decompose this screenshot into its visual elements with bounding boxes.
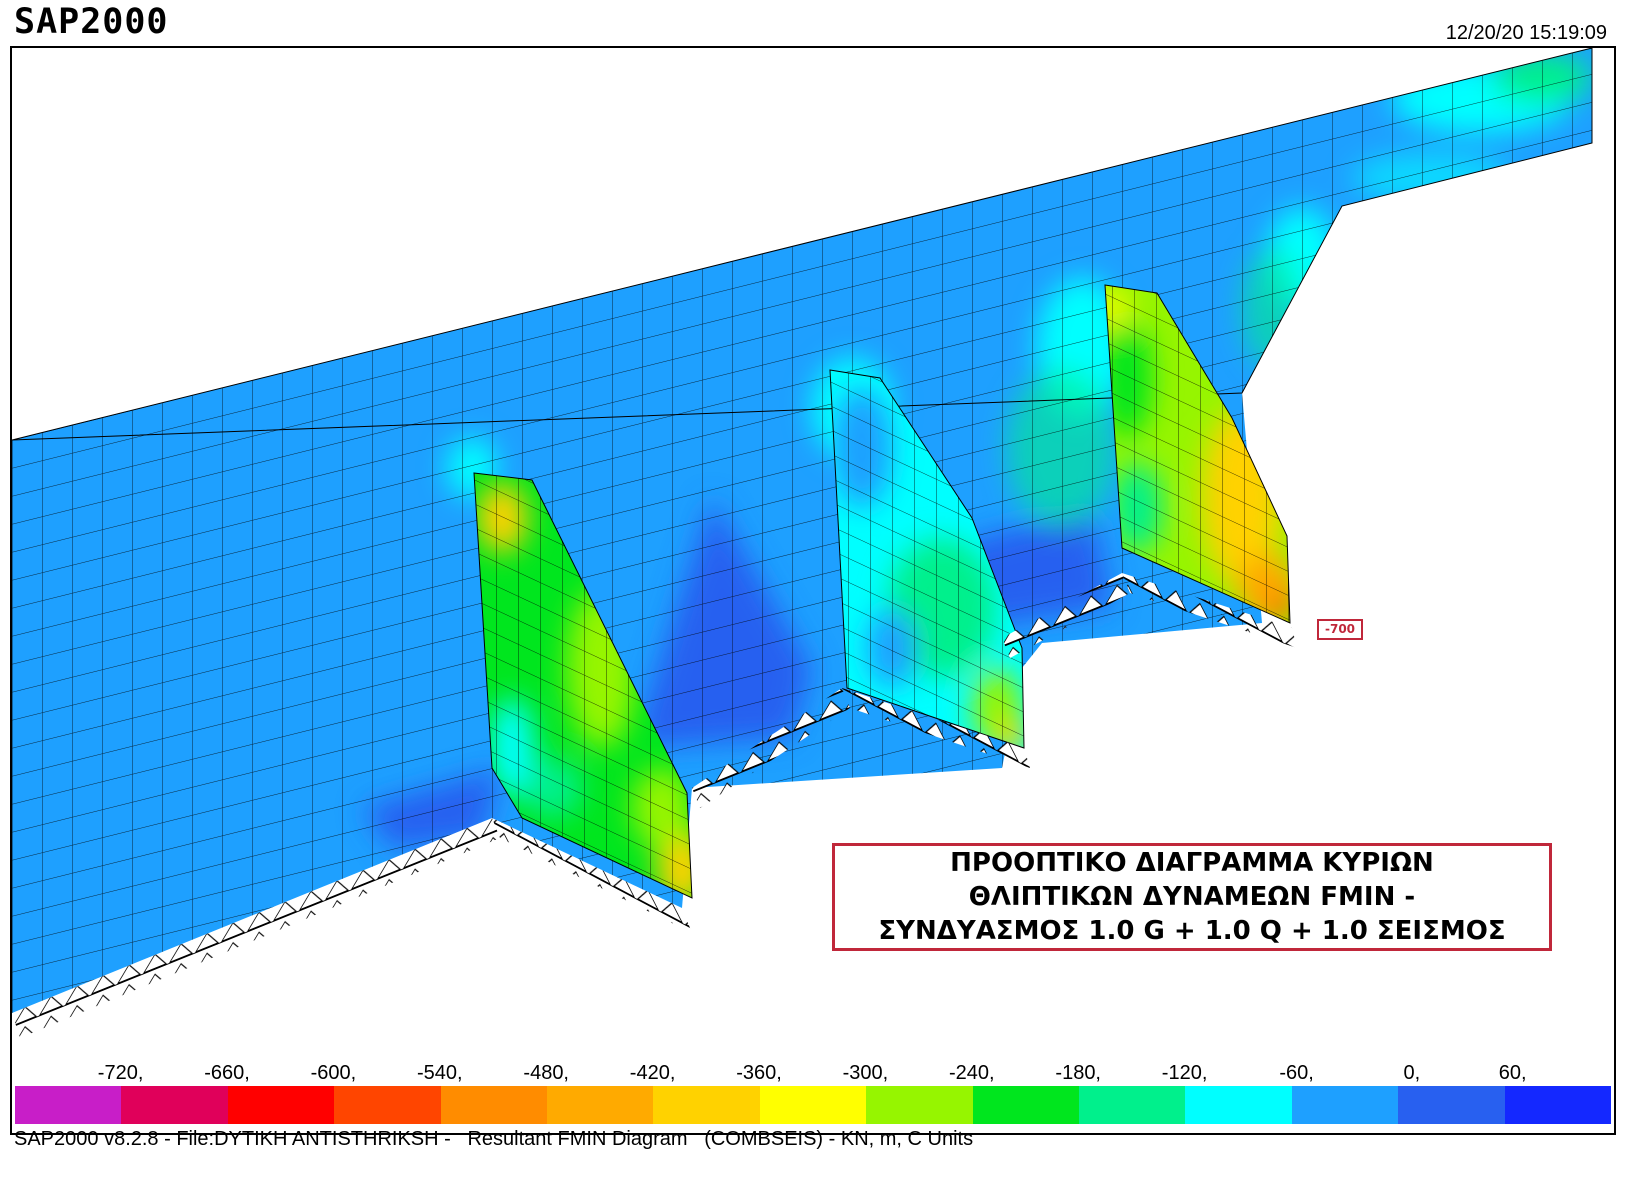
diagram-caption: ΠΡΟΟΠΤΙΚΟ ΔΙΑΓΡΑΜΜΑ ΚΥΡΙΩΝ ΘΛΙΠΤΙΚΩΝ ΔΥΝ…: [832, 843, 1552, 951]
legend-label: 60,: [1498, 1062, 1527, 1084]
model-view: [12, 48, 1593, 1038]
status-line: SAP2000 v8.2.8 - File:DYTIKH ANTISTHRIKS…: [14, 1128, 974, 1150]
legend-label: 0,: [1403, 1062, 1421, 1084]
color-legend-bar: [15, 1086, 1612, 1124]
legend-label: -480,: [523, 1062, 569, 1084]
legend-swatch: [121, 1086, 228, 1124]
timestamp: 12/20/20 15:19:09: [1445, 22, 1607, 44]
legend-swatch: [1079, 1086, 1186, 1124]
caption-line-2: ΘΛΙΠΤΙΚΩΝ ΔΥΝΑΜΕΩΝ FMIN -: [968, 882, 1416, 912]
legend-label: -240,: [949, 1062, 995, 1084]
legend-label: -420,: [629, 1062, 676, 1084]
model-viewport[interactable]: [10, 46, 1616, 1135]
legend-labels: -720, -660, -600, -540, -480, -420, -360, -300,…: [0, 1062, 1629, 1084]
legend-swatch: [15, 1086, 122, 1124]
max-value-tag: -700: [1317, 619, 1364, 640]
legend-label: -600,: [310, 1062, 357, 1084]
legend-swatch: [1185, 1086, 1292, 1124]
app-title: SAP2000: [14, 2, 169, 42]
legend-swatch: [759, 1086, 867, 1124]
legend-swatch: [1398, 1086, 1505, 1124]
legend-swatch: [972, 1086, 1080, 1124]
legend-swatch: [227, 1086, 335, 1124]
legend-swatch: [866, 1086, 973, 1124]
legend-swatch: [547, 1086, 654, 1124]
caption-line-3: ΣΥΝΔΥΑΣΜΟΣ 1.0 G + 1.0 Q + 1.0 ΣΕΙΣΜΟΣ: [878, 916, 1506, 946]
legend-label: -60,: [1279, 1062, 1314, 1084]
legend-label: -540,: [417, 1062, 463, 1084]
legend-label: -360,: [736, 1062, 782, 1084]
legend-swatch: [653, 1086, 760, 1124]
legend-swatch: [334, 1086, 441, 1124]
legend-label: -660,: [204, 1062, 250, 1084]
legend-swatch: [440, 1086, 548, 1124]
legend-label: -120,: [1161, 1062, 1208, 1084]
legend-label: -720,: [97, 1062, 144, 1084]
legend-swatch: [1291, 1086, 1399, 1124]
legend-label: -300,: [842, 1062, 889, 1084]
caption-line-1: ΠΡΟΟΠΤΙΚΟ ΔΙΑΓΡΑΜΜΑ ΚΥΡΙΩΝ: [950, 848, 1434, 878]
legend-label: -180,: [1055, 1062, 1101, 1084]
legend-swatch: [1504, 1086, 1612, 1124]
